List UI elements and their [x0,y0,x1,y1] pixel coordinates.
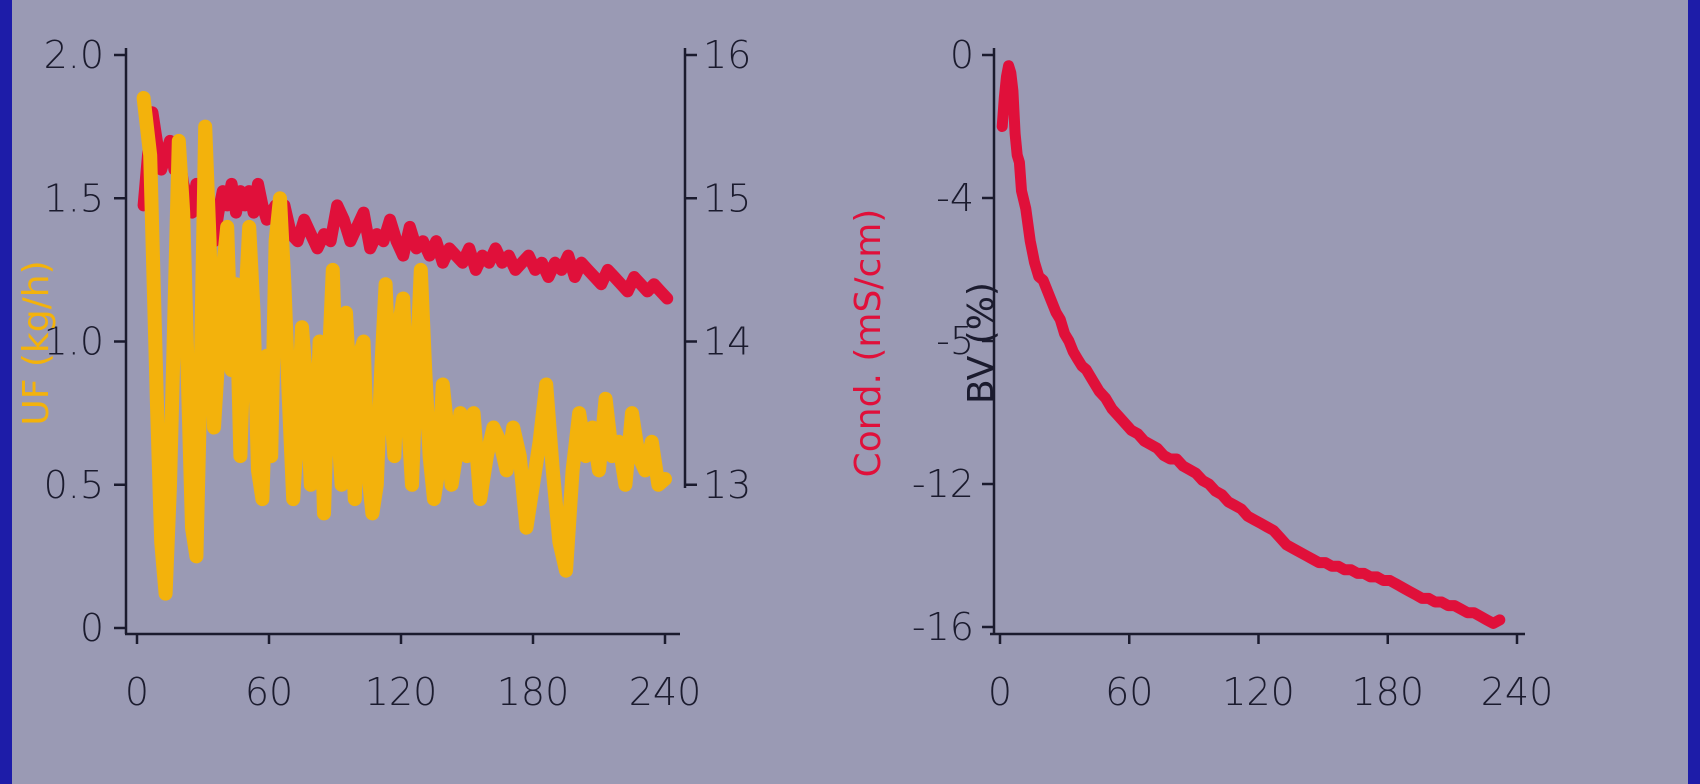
uf-series-line [136,91,672,601]
bv-x-tick-label: 0 [988,670,1012,714]
y2-tick-label: 16 [703,33,751,77]
bv-x-tick-label: 120 [1222,670,1295,714]
bv-x-tick-label: 60 [1105,670,1153,714]
bv-x-tick-label: 240 [1481,670,1554,714]
y2-tick-label: 13 [703,463,751,507]
x-tick-label: 120 [365,670,438,714]
x-tick-label: 180 [497,670,570,714]
y-tick-label: 2.0 [44,33,104,77]
chart-uf-conductivity: 0 60 120 180 240 0 0.5 1.0 1.5 2.0 13 14 15 16 UF (kg… [16,33,889,714]
x-tick-label: 0 [125,670,149,714]
bv-y-tick-label: -4 [936,176,974,220]
left-chart-ticks: 0 60 120 180 240 0 0.5 1.0 1.5 2.0 13 14 15 16 [44,33,752,714]
bv-y-tick-label: -12 [912,462,974,506]
left-chart-series [136,91,674,601]
bv-y-tick-label: 0 [950,33,974,77]
uf-axis-label: UF (kg/h) [16,260,57,425]
chart-blood-volume: 0 60 120 180 240 0 -4 -5 -12 -16 BV (%) [912,33,1553,714]
y2-tick-label: 14 [703,320,751,364]
bv-axis-label: BV (%) [961,282,1002,404]
y-tick-label: 0.5 [44,463,104,507]
x-tick-label: 240 [629,670,702,714]
bv-series-line [996,60,1506,629]
bv-x-tick-label: 180 [1351,670,1424,714]
bv-y-tick-label: -5 [936,319,974,363]
y-tick-label: 1.0 [44,320,104,364]
bv-y-tick-label: -16 [912,605,974,649]
y-tick-label: 0 [80,606,104,650]
y2-tick-label: 15 [703,176,751,220]
bv-chart-series [996,60,1506,629]
bv-chart-ticks: 0 60 120 180 240 0 -4 -5 -12 -16 [912,33,1553,714]
x-tick-label: 60 [245,670,293,714]
y-tick-label: 1.5 [44,176,104,220]
conductivity-axis-label: Cond. (mS/cm) [848,209,889,478]
